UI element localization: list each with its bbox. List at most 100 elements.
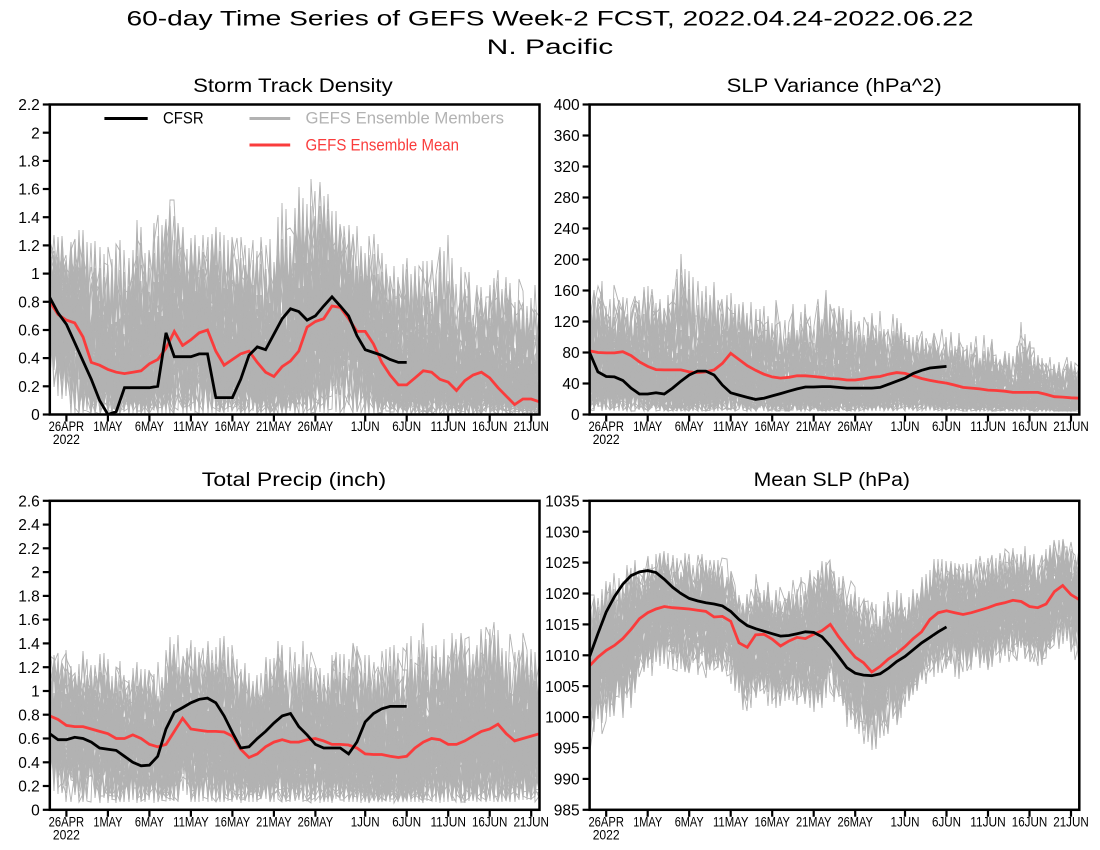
svg-text:0.2: 0.2 [18, 379, 40, 396]
svg-text:200: 200 [554, 252, 580, 269]
svg-text:1MAY: 1MAY [93, 419, 122, 434]
svg-text:0.4: 0.4 [18, 351, 40, 368]
svg-text:11MAY: 11MAY [173, 419, 209, 434]
svg-text:11JUN: 11JUN [430, 419, 466, 434]
svg-text:26MAY: 26MAY [837, 419, 873, 434]
svg-text:6JUN: 6JUN [932, 814, 961, 829]
svg-text:1JUN: 1JUN [891, 814, 920, 829]
svg-text:0.8: 0.8 [18, 294, 40, 311]
svg-text:6JUN: 6JUN [932, 419, 961, 434]
svg-text:11MAY: 11MAY [713, 419, 749, 434]
svg-text:6MAY: 6MAY [675, 419, 704, 434]
svg-text:1.4: 1.4 [18, 210, 40, 227]
svg-text:N. Pacific: N. Pacific [487, 35, 614, 59]
svg-text:6JUN: 6JUN [392, 814, 421, 829]
svg-text:6MAY: 6MAY [135, 419, 164, 434]
svg-text:0.2: 0.2 [18, 779, 40, 796]
svg-text:26APR: 26APR [49, 419, 85, 434]
svg-text:16MAY: 16MAY [215, 419, 251, 434]
svg-text:26APR: 26APR [588, 419, 624, 434]
svg-text:16MAY: 16MAY [215, 814, 251, 829]
svg-text:GEFS Ensemble Members: GEFS Ensemble Members [306, 110, 505, 128]
svg-text:40: 40 [562, 376, 580, 393]
svg-text:GEFS Ensemble Mean: GEFS Ensemble Mean [306, 137, 460, 155]
svg-text:2022: 2022 [593, 432, 620, 447]
svg-text:0.6: 0.6 [18, 731, 40, 748]
svg-text:16JUN: 16JUN [1012, 814, 1048, 829]
svg-text:280: 280 [554, 190, 580, 207]
svg-text:1015: 1015 [545, 617, 579, 634]
svg-text:CFSR: CFSR [163, 110, 204, 128]
svg-text:1.6: 1.6 [18, 612, 40, 629]
svg-text:16JUN: 16JUN [472, 814, 508, 829]
svg-text:2022: 2022 [53, 827, 80, 842]
svg-text:400: 400 [554, 97, 580, 114]
svg-text:1MAY: 1MAY [633, 814, 662, 829]
svg-text:1.8: 1.8 [18, 589, 40, 606]
svg-text:320: 320 [554, 159, 580, 176]
svg-text:1.2: 1.2 [18, 238, 40, 255]
svg-text:1: 1 [31, 266, 40, 283]
svg-text:60-day Time Series of GEFS Wee: 60-day Time Series of GEFS Week-2 FCST, … [127, 7, 974, 31]
svg-text:990: 990 [554, 772, 580, 789]
svg-text:985: 985 [554, 802, 580, 819]
svg-text:1.4: 1.4 [18, 636, 40, 653]
svg-text:21MAY: 21MAY [796, 419, 832, 434]
svg-text:2.6: 2.6 [18, 493, 40, 510]
svg-text:2.2: 2.2 [18, 97, 40, 114]
svg-text:360: 360 [554, 128, 580, 145]
svg-text:995: 995 [554, 741, 580, 758]
svg-text:21MAY: 21MAY [256, 814, 292, 829]
svg-text:240: 240 [554, 221, 580, 238]
svg-text:1MAY: 1MAY [633, 419, 662, 434]
svg-text:26MAY: 26MAY [837, 814, 873, 829]
svg-text:2022: 2022 [53, 432, 80, 447]
svg-text:1000: 1000 [545, 710, 580, 727]
svg-text:2.2: 2.2 [18, 541, 40, 558]
svg-text:Mean SLP (hPa): Mean SLP (hPa) [754, 469, 910, 491]
svg-text:11MAY: 11MAY [173, 814, 209, 829]
svg-text:2022: 2022 [593, 827, 620, 842]
svg-text:1: 1 [31, 684, 40, 701]
svg-text:1.8: 1.8 [18, 154, 40, 171]
svg-text:0: 0 [31, 802, 40, 819]
svg-text:1JUN: 1JUN [351, 419, 380, 434]
svg-text:16MAY: 16MAY [754, 814, 790, 829]
svg-text:21JUN: 21JUN [513, 419, 549, 434]
svg-text:Total Precip (inch): Total Precip (inch) [202, 469, 386, 491]
svg-text:26MAY: 26MAY [298, 419, 334, 434]
svg-text:1.6: 1.6 [18, 182, 40, 199]
svg-text:21MAY: 21MAY [256, 419, 292, 434]
svg-text:11JUN: 11JUN [430, 814, 466, 829]
svg-text:21JUN: 21JUN [1053, 814, 1089, 829]
svg-text:Storm Track Density: Storm Track Density [193, 75, 393, 97]
svg-text:26APR: 26APR [49, 814, 85, 829]
svg-text:80: 80 [562, 345, 580, 362]
svg-text:0: 0 [571, 407, 580, 424]
svg-text:21JUN: 21JUN [513, 814, 549, 829]
svg-text:1010: 1010 [545, 648, 580, 665]
svg-text:6MAY: 6MAY [675, 814, 704, 829]
svg-text:1025: 1025 [545, 555, 579, 572]
svg-text:16JUN: 16JUN [1012, 419, 1048, 434]
svg-text:120: 120 [554, 314, 580, 331]
svg-text:1JUN: 1JUN [891, 419, 920, 434]
svg-text:1005: 1005 [545, 679, 579, 696]
svg-text:11JUN: 11JUN [970, 419, 1006, 434]
svg-text:16MAY: 16MAY [754, 419, 790, 434]
svg-text:2: 2 [31, 125, 40, 142]
svg-text:0.8: 0.8 [18, 707, 40, 724]
svg-text:0: 0 [31, 407, 40, 424]
svg-text:2: 2 [31, 565, 40, 582]
svg-text:6JUN: 6JUN [392, 419, 421, 434]
svg-text:21JUN: 21JUN [1053, 419, 1089, 434]
svg-text:26APR: 26APR [588, 814, 624, 829]
svg-text:2.4: 2.4 [18, 517, 40, 534]
svg-text:26MAY: 26MAY [298, 814, 334, 829]
svg-text:1.2: 1.2 [18, 660, 40, 677]
svg-text:1020: 1020 [545, 586, 580, 603]
svg-text:1030: 1030 [545, 524, 580, 541]
svg-text:0.6: 0.6 [18, 323, 40, 340]
svg-text:11JUN: 11JUN [970, 814, 1006, 829]
svg-text:160: 160 [554, 283, 580, 300]
